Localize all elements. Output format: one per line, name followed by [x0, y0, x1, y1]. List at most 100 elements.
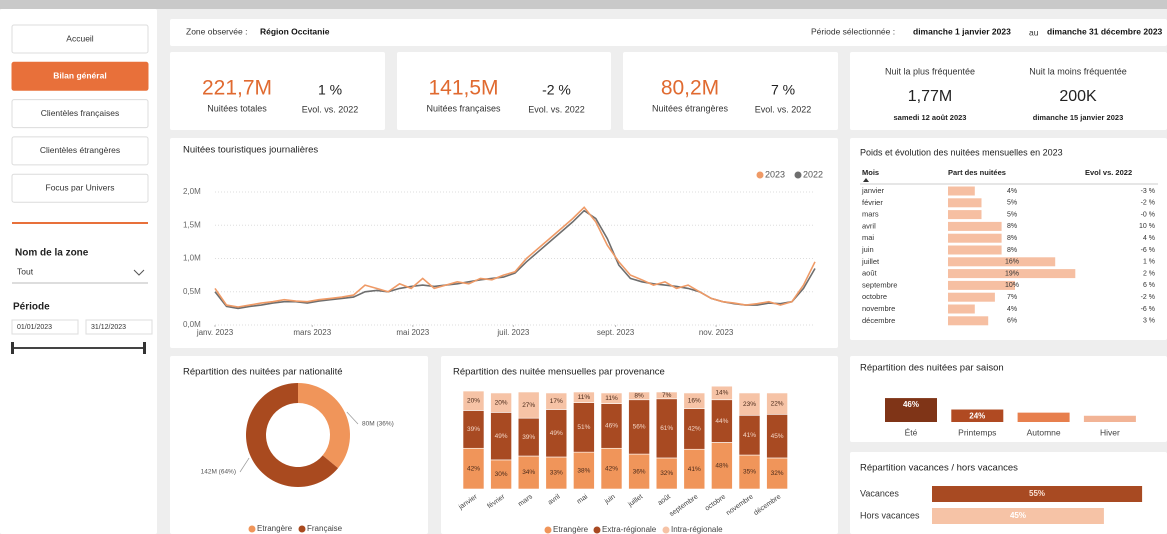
leader-line [346, 411, 359, 425]
nav-label[interactable]: Clientèles étrangères [40, 145, 120, 155]
label: Nuit la moins fréquentée [1029, 66, 1127, 76]
label: dimanche 31 décembre 2023 [1047, 26, 1163, 36]
table-cell: 3 % [1143, 318, 1155, 325]
table-title: Poids et évolution des nuitées mensuelle… [860, 147, 1063, 157]
x-tick-label: Été [905, 427, 918, 437]
y-tick-label: 1,0M [183, 254, 201, 263]
table-cell: 5% [1007, 200, 1017, 207]
bar-segment [738, 392, 761, 416]
y-tick-label: 1,5M [183, 220, 201, 229]
chart-title: Répartition des nuitées par saison [860, 363, 1004, 374]
data-label: 41% [743, 432, 756, 439]
data-label: 61% [660, 425, 673, 432]
data-bar [948, 269, 1076, 279]
data-label: 24% [969, 412, 985, 421]
y-tick-label: Hors vacances [860, 510, 920, 520]
data-label: 42% [688, 426, 701, 433]
leader-line [239, 457, 250, 473]
data-label: 41% [688, 466, 701, 473]
table-cell: 10% [1005, 282, 1019, 289]
panel [850, 52, 1167, 130]
data-bar [948, 186, 975, 196]
kpi-value: 221,7M [202, 77, 272, 100]
dropdown-value[interactable]: Tout [17, 266, 34, 276]
label[interactable]: 01/01/2023 [17, 324, 52, 331]
table-cell: 8% [1007, 223, 1017, 230]
data-bar [948, 198, 982, 208]
legend-label: 2023 [765, 169, 785, 179]
date-input[interactable] [85, 319, 153, 335]
nav-button[interactable] [11, 99, 149, 129]
label: au [1029, 27, 1039, 37]
nav-label[interactable]: Clientèles françaises [41, 108, 119, 118]
label: Evol. vs. 2022 [755, 104, 812, 114]
data-label: 49% [550, 430, 563, 437]
table-cell: juin [861, 245, 874, 254]
nav-label[interactable]: Bilan général [53, 71, 106, 81]
table-cell: -6 % [1141, 247, 1155, 254]
label[interactable]: 31/12/2023 [91, 324, 126, 331]
slider-handle[interactable] [11, 342, 14, 354]
label: Evol. vs. 2022 [302, 104, 359, 114]
bar-segment [766, 392, 788, 415]
data-bar [948, 280, 1015, 290]
date-input[interactable] [11, 319, 79, 335]
table-cell: 19% [1005, 270, 1019, 277]
bar-segment [683, 392, 706, 409]
table-cell: 16% [1005, 259, 1019, 266]
y-tick-label: 0,0M [183, 320, 201, 329]
x-tick-label: mars 2023 [293, 328, 331, 337]
table-cell: mars [862, 210, 879, 219]
bar-segment [655, 391, 678, 400]
nav-button[interactable] [11, 24, 149, 54]
nav-label[interactable]: Accueil [66, 33, 94, 43]
nav-label[interactable]: Focus par Univers [46, 182, 115, 192]
table-cell: 8% [1007, 235, 1017, 242]
panel [170, 52, 385, 130]
table-cell: 1 % [1143, 259, 1155, 266]
nav-button[interactable] [11, 173, 149, 203]
nav-button[interactable] [11, 61, 149, 91]
label: Nuitées totales [207, 103, 267, 113]
data-label: 7% [662, 392, 672, 399]
data-label: 32% [660, 470, 673, 477]
table-cell: 8% [1007, 247, 1017, 254]
table-cell: -6 % [1141, 306, 1155, 313]
dropdown-arrow[interactable] [133, 269, 145, 276]
label: Zone observée : [186, 26, 247, 36]
legend-label: Intra-régionale [671, 525, 723, 534]
label: Nuitées françaises [426, 103, 501, 113]
kpi-evolution: 7 % [771, 82, 795, 98]
legend-marker [794, 171, 802, 179]
table-cell: 10 % [1139, 223, 1155, 230]
table-cell: mai [862, 233, 874, 242]
panel [850, 138, 1167, 340]
bar-segment [628, 391, 650, 401]
x-tick-label: janv. 2023 [196, 328, 234, 337]
data-label: 42% [605, 465, 618, 472]
data-label: 44% [715, 418, 728, 425]
legend-marker [544, 526, 552, 534]
nav-button[interactable] [11, 136, 149, 166]
panel [170, 19, 1167, 46]
line-series [214, 206, 816, 308]
y-tick-label: 2,0M [183, 187, 201, 196]
bar-segment [462, 390, 485, 411]
data-label: 22% [771, 400, 784, 407]
label: Période [13, 302, 50, 313]
label: Nom de la zone [15, 248, 89, 259]
legend-marker [298, 525, 306, 533]
label: dimanche 1 janvier 2023 [913, 26, 1011, 36]
table-cell: 2 % [1143, 270, 1155, 277]
data-label: 17% [550, 398, 563, 405]
data-label: 8% [634, 393, 644, 400]
data-label: 11% [605, 395, 618, 402]
slider-handle[interactable] [143, 342, 146, 354]
legend-label: Etrangère [257, 524, 293, 533]
chart-title: Nuitées touristiques journalières [183, 145, 318, 156]
bar-segment [600, 392, 623, 404]
x-tick-label: Hiver [1100, 427, 1120, 437]
table-cell: -2 % [1141, 294, 1155, 301]
panel [170, 138, 838, 348]
table-cell: 4% [1007, 188, 1017, 195]
